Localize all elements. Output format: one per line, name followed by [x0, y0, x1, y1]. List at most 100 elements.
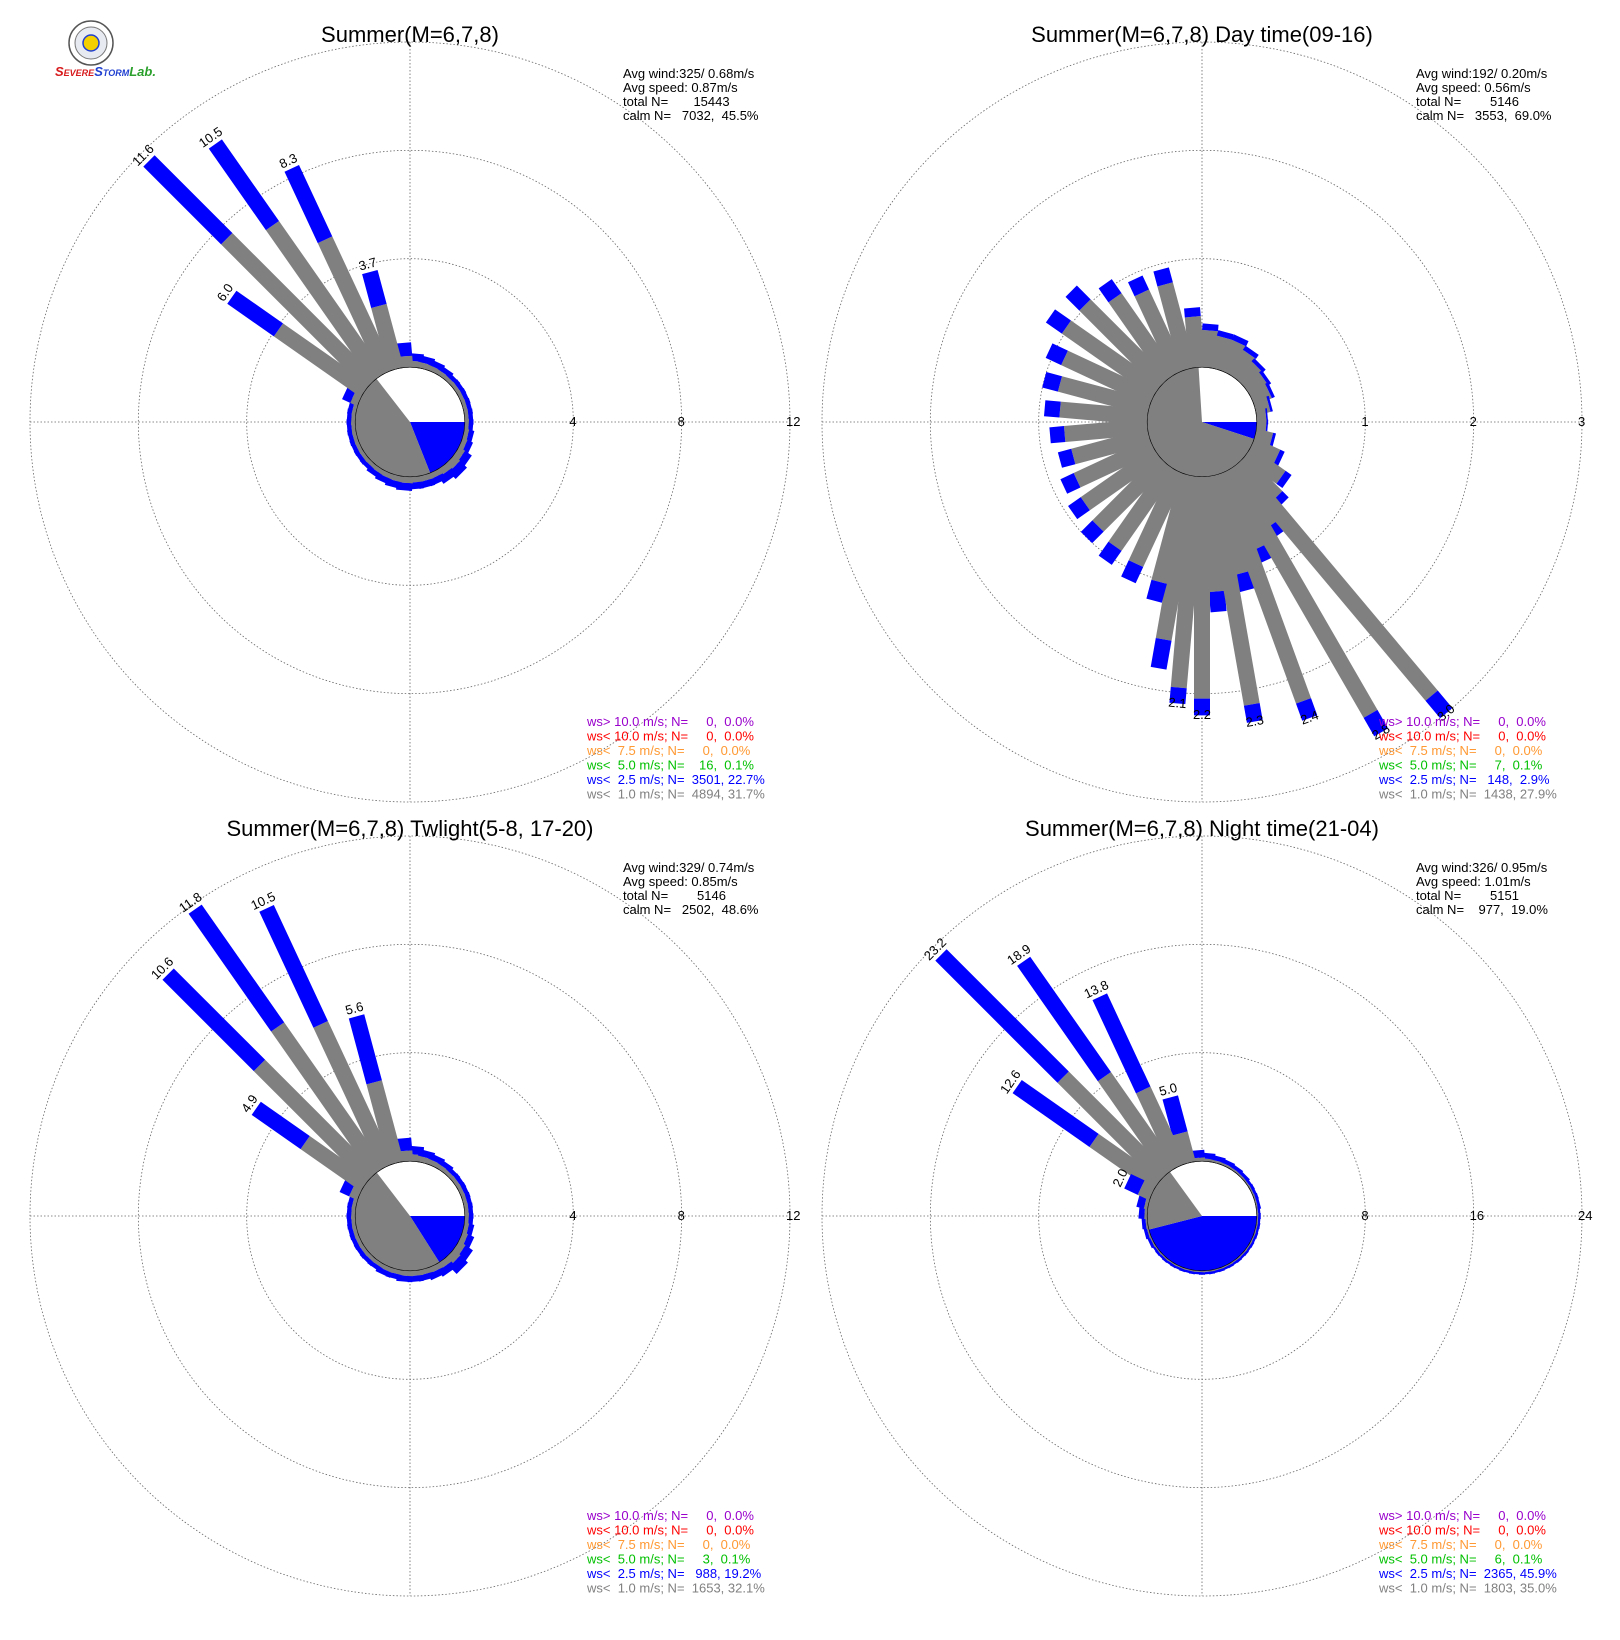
petal-labeled-gray: [273, 323, 370, 398]
ring-label: 24: [1578, 1208, 1592, 1223]
logo-wordmark: SEVERESTORMLab.: [55, 64, 156, 79]
legend-entry: ws< 10.0 m/s; N= 0, 0.0%: [586, 729, 754, 744]
legend-entry: ws< 5.0 m/s; N= 7, 0.1%: [1378, 758, 1543, 773]
petal-labeled-blue: [1295, 698, 1318, 721]
stat-line: Avg wind:326/ 0.95m/s: [1416, 860, 1548, 875]
petal-blue: [1065, 285, 1091, 311]
legend-entry: ws< 10.0 m/s; N= 0, 0.0%: [1378, 1523, 1546, 1538]
stat-line: Avg speed: 1.01m/s: [1416, 874, 1531, 889]
panel-title: Summer(M=6,7,8): [321, 22, 499, 47]
petal-labeled-blue: [143, 155, 233, 245]
calm-pie-blue: [410, 422, 465, 474]
stat-line: total N= 15443: [623, 94, 730, 109]
petal-gray: [1226, 349, 1256, 382]
petal-labeled-blue: [208, 139, 279, 231]
legend-entry: ws< 7.5 m/s; N= 0, 0.0%: [1378, 1537, 1543, 1552]
petal-blue: [1128, 275, 1150, 297]
petal-labeled-blue: [259, 905, 328, 1028]
legend-entry: ws< 5.0 m/s; N= 3, 0.1%: [586, 1552, 751, 1567]
legend-entry: ws> 10.0 m/s; N= 0, 0.0%: [586, 1508, 754, 1523]
petal-gray: [1235, 361, 1263, 389]
petal-gray: [1057, 376, 1151, 416]
bar-value-label: 2.0: [1109, 1166, 1130, 1189]
ring-label: 16: [1470, 1208, 1484, 1223]
stat-line: total N= 5146: [623, 888, 726, 903]
stat-line: Avg wind:192/ 0.20m/s: [1416, 66, 1548, 81]
legend-entry: ws< 5.0 m/s; N= 16, 0.1%: [586, 758, 754, 773]
petal-labeled-blue: [1169, 686, 1187, 705]
panel-title: Summer(M=6,7,8) Night time(21-04): [1025, 816, 1379, 841]
petal-blue: [1049, 426, 1066, 444]
bar-value-label: 2.1: [1168, 695, 1187, 712]
petal-gray: [1073, 437, 1156, 488]
logo-text-part: EVERE: [64, 68, 96, 78]
legend-entry: ws> 10.0 m/s; N= 0, 0.0%: [586, 714, 754, 729]
petal-labeled-gray: [1137, 1180, 1156, 1201]
windrose-panel: 4 8 123.78.310.511.66.0Summer(M=6,7,8)Avg …: [29, 22, 800, 803]
petal-gray: [1128, 468, 1187, 568]
ring-label: 4: [569, 414, 576, 429]
petal-labeled-gray: [1089, 1133, 1162, 1192]
windrose-panel: 8 16 245.013.818.923.212.62.0Summer(M=6,7,…: [821, 816, 1592, 1597]
calm-pie-blue: [1148, 1216, 1257, 1272]
legend-entry: ws< 5.0 m/s; N= 6, 0.1%: [1378, 1552, 1543, 1567]
bar-value-label: 3.7: [357, 254, 378, 273]
severe-storm-lab-logo: SEVERESTORMLab.: [55, 20, 156, 79]
petal-labeled-blue: [1243, 702, 1263, 723]
petal-blue: [1045, 343, 1068, 366]
petal-blue: [1043, 400, 1061, 418]
calm-circle-outline: [354, 1160, 466, 1272]
petal-blue: [1146, 579, 1167, 603]
petal-labeled-blue: [188, 904, 285, 1032]
bar-value-label: 2.4: [1298, 707, 1320, 727]
petal-gray: [1061, 350, 1156, 407]
calm-circle-outline: [354, 366, 466, 478]
calm-circle-outline: [1146, 1160, 1258, 1272]
stat-line: Avg speed: 0.85m/s: [623, 874, 738, 889]
petal-labeled-blue: [362, 270, 387, 309]
petal-labeled-gray: [317, 236, 395, 376]
petal-labeled-gray: [1203, 474, 1260, 706]
petal-blue: [1216, 330, 1234, 340]
ring-label: 12: [786, 414, 800, 429]
petal-labeled-blue: [227, 290, 284, 337]
petal-labeled-gray: [221, 233, 377, 389]
bar-value-label: 2.3: [1245, 712, 1265, 730]
stat-line: Avg speed: 0.87m/s: [623, 80, 738, 95]
panel-title: Summer(M=6,7,8) Day time(09-16): [1031, 22, 1373, 47]
petal-gray: [1071, 428, 1151, 465]
ring-label: 8: [678, 1208, 685, 1223]
petal-gray: [1248, 437, 1281, 465]
petal-blue: [1045, 309, 1072, 334]
stat-line: total N= 5151: [1416, 888, 1519, 903]
petal-blue: [1042, 371, 1062, 392]
petal-labeled-blue: [1124, 1174, 1145, 1195]
petal-blue: [1153, 267, 1173, 287]
stat-line: Avg wind:325/ 0.68m/s: [623, 66, 755, 81]
petal-gray: [1134, 289, 1187, 376]
petal-labeled-gray: [1097, 1072, 1178, 1176]
petal-blue: [1276, 470, 1292, 489]
petal-labeled-blue: [162, 968, 266, 1072]
petal-blue: [1265, 382, 1275, 399]
legend-entry: ws< 7.5 m/s; N= 0, 0.0%: [586, 743, 751, 758]
petal-labeled-gray: [265, 220, 386, 382]
petal-labeled-gray: [371, 303, 404, 371]
logo-text-part: Lab.: [129, 64, 156, 79]
petal-gray: [1151, 473, 1196, 584]
calm-pie-gray: [355, 378, 431, 477]
petal-labeled-blue: [284, 165, 333, 244]
stat-line: calm N= 7032, 45.5%: [623, 108, 759, 123]
legend-entry: ws< 1.0 m/s; N= 1653, 32.1%: [586, 1581, 765, 1596]
petal-blue: [1150, 638, 1172, 670]
petal-gray: [1080, 446, 1162, 511]
petal-blue: [1269, 432, 1277, 450]
legend-entry: ws< 2.5 m/s; N= 988, 19.2%: [586, 1566, 762, 1581]
calm-pie-gray: [355, 1172, 440, 1271]
petal-gray: [1092, 455, 1169, 532]
logo-text-part: S: [55, 64, 64, 79]
petal-blue: [1184, 307, 1201, 318]
petal-blue: [1266, 395, 1273, 412]
petal-labeled-gray: [271, 1022, 386, 1176]
